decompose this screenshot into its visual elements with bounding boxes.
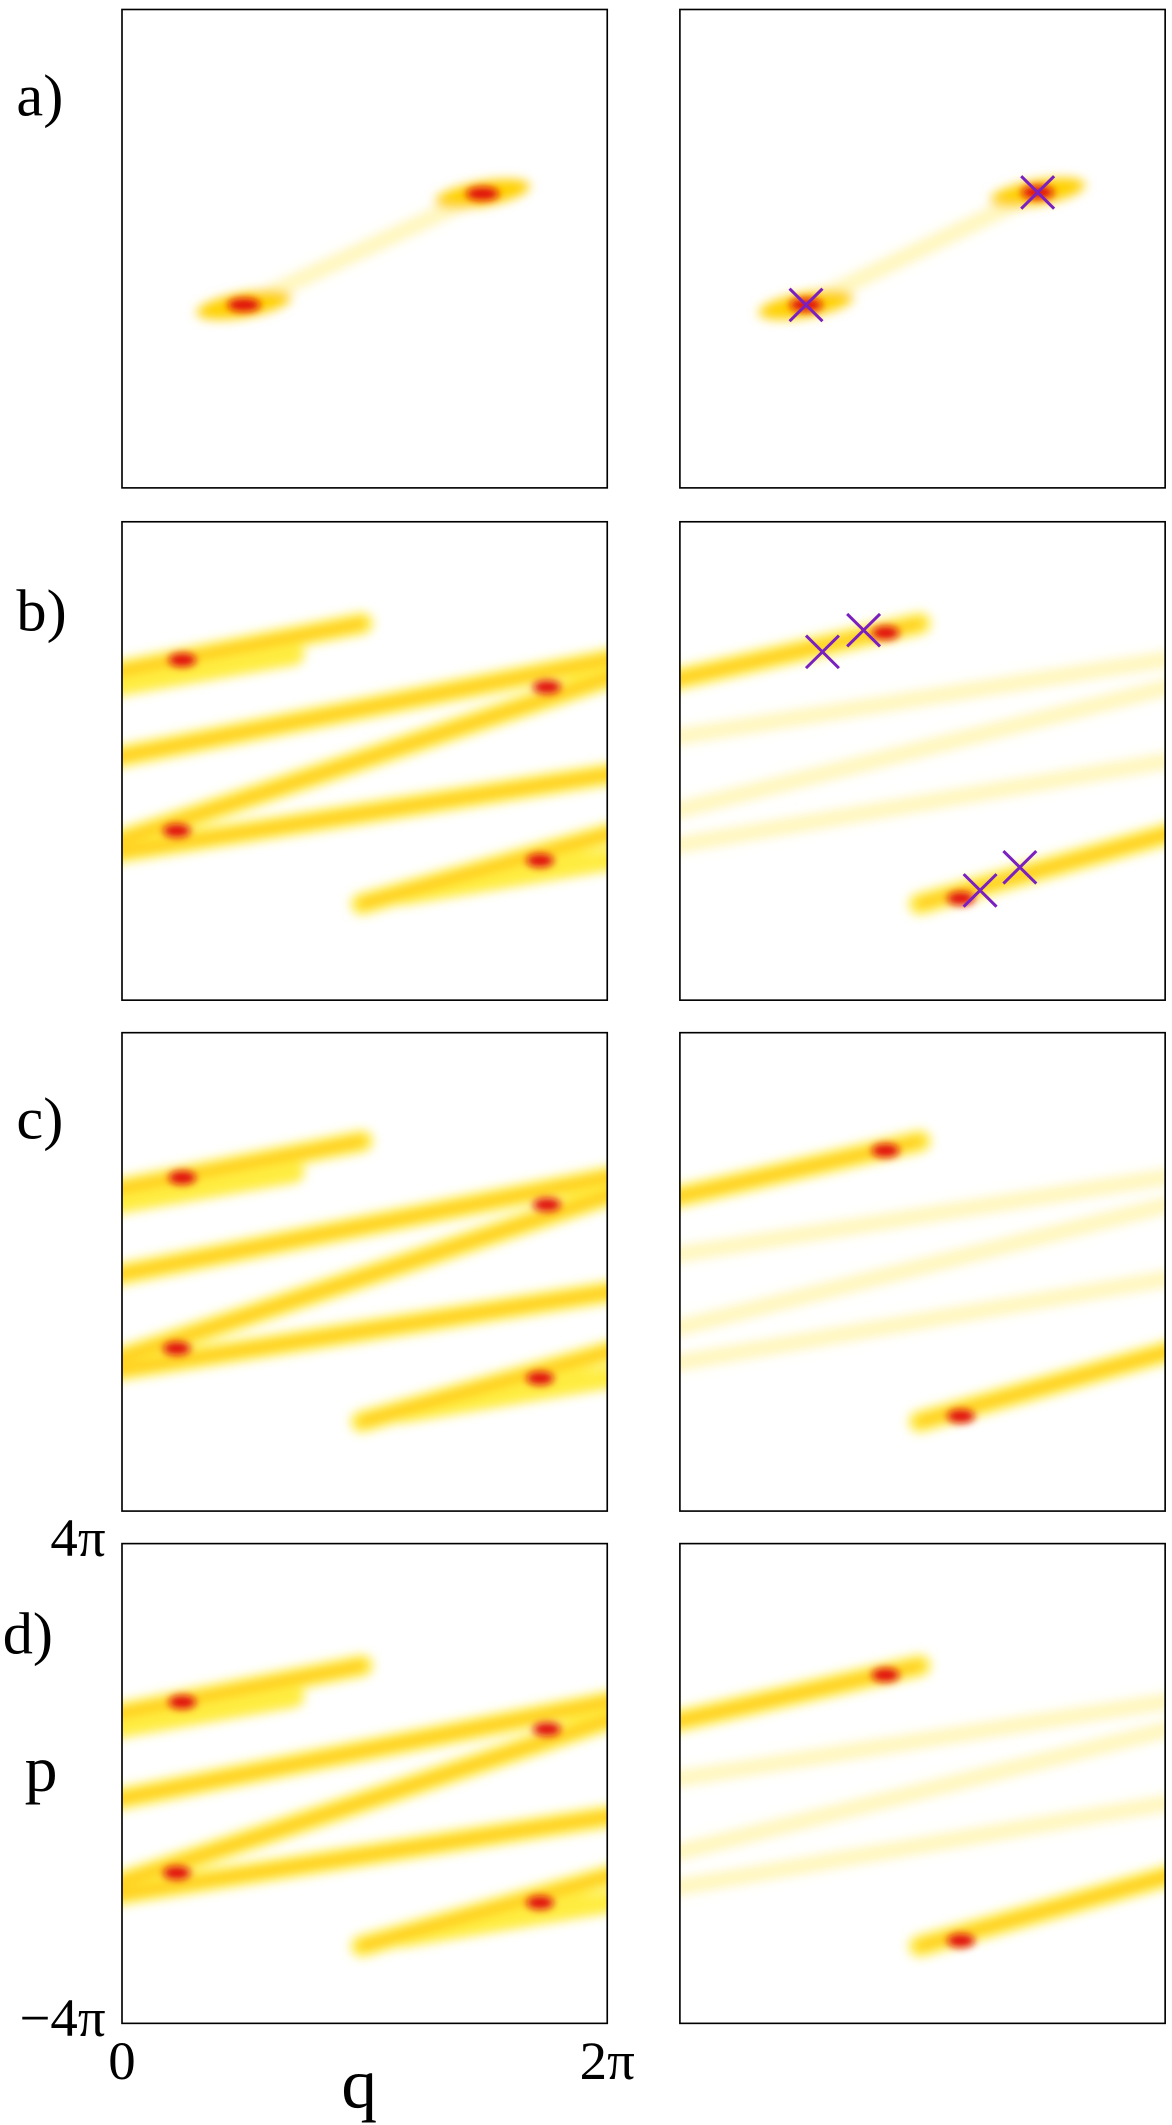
panel-label: d) [3, 1601, 53, 1667]
panel [108, 1666, 621, 1947]
panel-label: b) [16, 578, 66, 644]
panel [108, 623, 621, 904]
y-axis-label: p [25, 1734, 58, 1806]
frames [121, 8, 1166, 2025]
x-tick-label: 2π [580, 2030, 635, 2091]
panel [758, 175, 1085, 323]
y-tick-label: −4π [20, 1987, 106, 2048]
x-tick-label: 0 [108, 2030, 135, 2091]
panel-label: c) [16, 1086, 63, 1152]
x-axis-label: q [341, 2046, 377, 2124]
panel [196, 179, 530, 320]
panel [666, 614, 1172, 907]
panel [666, 1141, 1172, 1423]
panel [108, 1141, 621, 1422]
y-tick-label: 4π [50, 1507, 105, 1568]
panel [666, 1666, 1172, 1948]
panel-label: a) [16, 63, 63, 129]
